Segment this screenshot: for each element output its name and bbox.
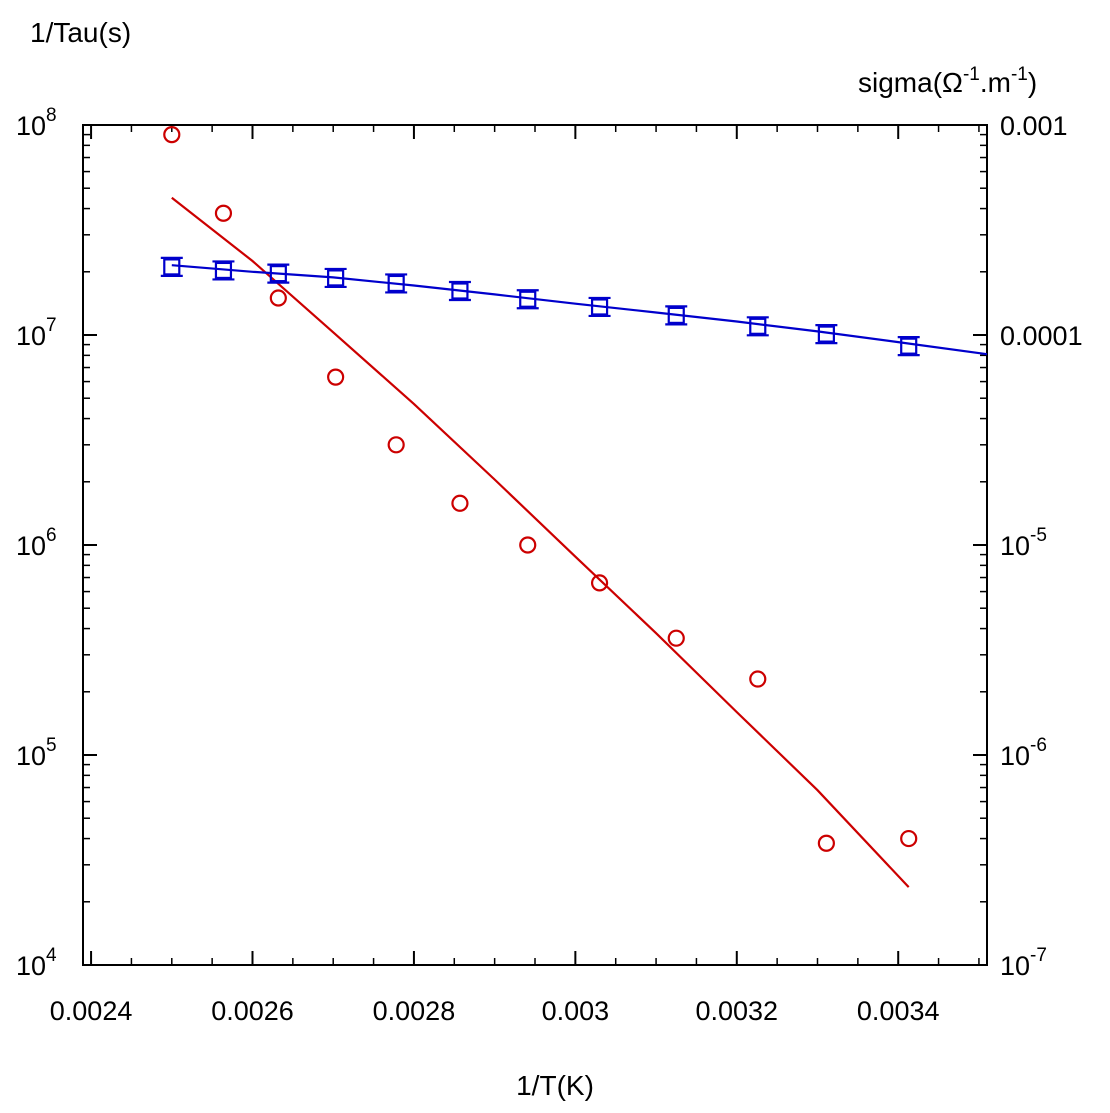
series-1: [171, 196, 910, 888]
data-point-circle: [214, 204, 233, 222]
x-tick-label: 0.0034: [857, 996, 940, 1026]
data-point-circle: [327, 368, 345, 386]
y-right-tick-label: 10-5: [1000, 525, 1047, 561]
data-point-circle: [269, 289, 287, 307]
data-point-circle: [451, 494, 469, 512]
y-left-tick-label: 104: [16, 945, 57, 981]
data-point-circle: [667, 629, 685, 647]
y-left-tick-label: 106: [16, 525, 57, 561]
x-tick-label: 0.0026: [211, 996, 294, 1026]
data-point-circle: [590, 574, 609, 592]
axis-ticks: [83, 124, 987, 966]
x-tick-label: 0.003: [542, 996, 610, 1026]
data-point-circle: [900, 829, 918, 848]
y-left-tick-label: 105: [16, 735, 57, 771]
y-right-tick-label: 10-6: [1000, 735, 1047, 771]
x-tick-label: 0.0024: [50, 996, 133, 1026]
series-3: [171, 264, 988, 356]
x-axis-label: 1/T(K): [516, 1070, 594, 1101]
data-point-square: [746, 316, 769, 337]
data-point-circle: [817, 834, 835, 852]
x-tick-label: 0.0032: [695, 996, 778, 1026]
fit-line: [171, 196, 910, 888]
x-tick-label: 0.0028: [373, 996, 456, 1026]
data-point-circle: [749, 670, 767, 688]
y-right-tick-label: 0.001: [1000, 111, 1068, 141]
y-left-tick-label: 108: [16, 105, 57, 141]
data-point-circle: [387, 436, 405, 454]
data-point-circle: [519, 536, 537, 554]
data-point-circle: [163, 126, 181, 144]
y-axis-right-label: sigma(Ω-1.m-1): [858, 64, 1037, 98]
fit-line: [171, 264, 988, 356]
series-0: [163, 126, 918, 852]
y-left-tick-label: 107: [16, 315, 57, 351]
y-axis-left-label: 1/Tau(s): [30, 17, 131, 48]
data-series: [160, 126, 988, 888]
y-right-tick-label: 10-7: [1000, 945, 1047, 981]
axis-tick-labels: 0.0024 0.0026 0.0028 0.003 0.0032 0.0034 104 10…: [16, 105, 1083, 1026]
data-point-square: [897, 336, 920, 357]
y-right-tick-label: 0.0001: [1000, 321, 1083, 351]
